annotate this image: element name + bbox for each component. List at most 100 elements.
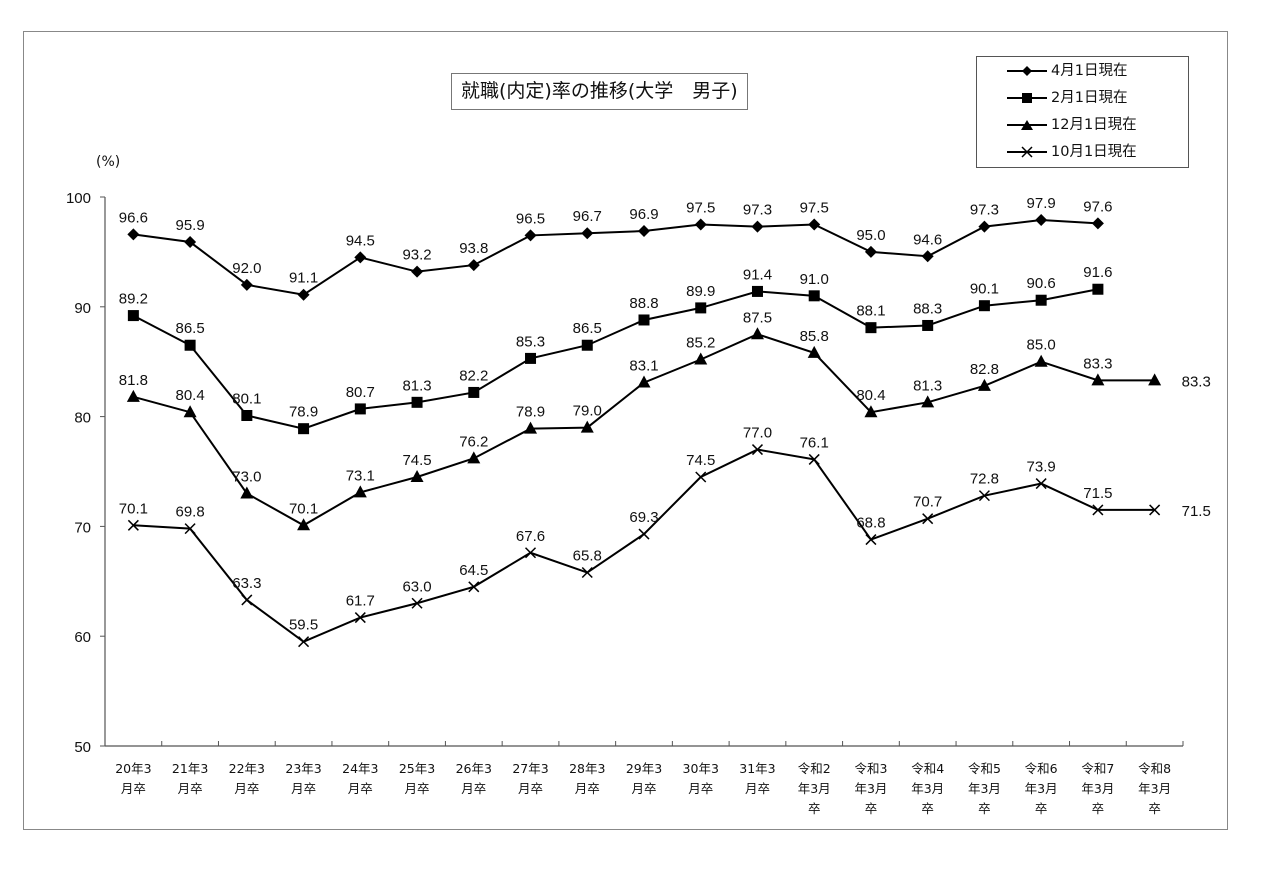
data-label: 95.9 xyxy=(176,217,205,234)
diamond-marker-icon xyxy=(524,229,537,242)
data-label: 97.5 xyxy=(800,199,829,216)
x-tick-label: 月卒 xyxy=(575,781,600,796)
data-label: 81.3 xyxy=(402,377,431,394)
diamond-marker-icon xyxy=(1007,66,1047,76)
x-tick-label: 卒 xyxy=(1092,801,1105,816)
x-tick-label: 月卒 xyxy=(405,781,430,796)
x-tick-label: 28年3 xyxy=(569,761,605,776)
series-3 xyxy=(127,444,1161,648)
axes: 50 60 70 80 90 100 20年3 月卒 21年3 月卒 22年3 月卒 23年3 月卒 24年… xyxy=(66,190,1184,816)
triangle-marker-icon xyxy=(183,405,197,418)
legend-item-feb1: 2月1日現在 xyxy=(1007,86,1127,110)
x-tick-label: 30年3 xyxy=(683,761,719,776)
triangle-marker-icon xyxy=(1091,373,1105,386)
diamond-marker-icon xyxy=(694,218,707,231)
triangle-marker-icon xyxy=(297,518,311,531)
x-tick-label: 年3月 xyxy=(1081,781,1114,796)
square-marker-icon xyxy=(922,319,934,331)
x-tick-label: 月卒 xyxy=(121,781,146,796)
diamond-marker-icon xyxy=(751,220,764,233)
x-tick-label: 年3月 xyxy=(1025,781,1058,796)
data-label: 78.9 xyxy=(516,404,545,421)
data-label: 85.8 xyxy=(800,328,829,345)
x-tick-label: 22年3 xyxy=(229,761,265,776)
x-tick-label: 令和5 xyxy=(968,761,1001,776)
data-label: 93.8 xyxy=(459,240,488,257)
square-marker-icon xyxy=(468,386,480,398)
y-tick-label: 80 xyxy=(74,410,91,427)
data-label: 63.3 xyxy=(232,575,261,592)
legend-item-apr1: 4月1日現在 xyxy=(1007,59,1127,83)
triangle-marker-icon xyxy=(807,345,821,358)
x-tick-label: 20年3 xyxy=(115,761,151,776)
data-label: 70.7 xyxy=(913,494,942,511)
square-marker-icon xyxy=(354,403,366,415)
data-label: 97.9 xyxy=(1027,195,1056,212)
data-label: 92.0 xyxy=(232,260,261,277)
triangle-marker-icon xyxy=(410,469,424,482)
x-tick-label: 年3月 xyxy=(911,781,944,796)
data-label: 91.4 xyxy=(743,266,772,283)
x-tick-label: 卒 xyxy=(1148,801,1161,816)
series-lines xyxy=(126,214,1162,648)
series-2 xyxy=(126,327,1162,531)
x-tick-label: 21年3 xyxy=(172,761,208,776)
square-marker-icon xyxy=(1007,93,1047,103)
x-tick-label: 令和3 xyxy=(854,761,887,776)
data-label: 65.8 xyxy=(573,548,602,565)
x-tick-label: 月卒 xyxy=(178,781,203,796)
data-label: 88.3 xyxy=(913,300,942,317)
data-label: 69.3 xyxy=(629,509,658,526)
x-tick-label: 31年3 xyxy=(739,761,775,776)
x-tick-label: 25年3 xyxy=(399,761,435,776)
data-label: 83.3 xyxy=(1182,373,1211,390)
data-label: 91.1 xyxy=(289,270,318,287)
diamond-marker-icon xyxy=(638,225,650,238)
triangle-marker-icon xyxy=(580,420,594,433)
triangle-marker-icon xyxy=(921,395,935,408)
triangle-marker-icon xyxy=(1034,354,1048,367)
x-marker-icon xyxy=(1007,146,1047,158)
data-label: 80.4 xyxy=(856,387,885,404)
data-label: 70.1 xyxy=(289,500,318,517)
square-marker-icon xyxy=(865,322,877,334)
square-marker-icon xyxy=(525,352,537,364)
data-label: 91.0 xyxy=(800,271,829,288)
x-tick-label: 卒 xyxy=(808,801,821,816)
data-label: 80.4 xyxy=(176,387,205,404)
data-label: 91.6 xyxy=(1083,264,1112,281)
diamond-marker-icon xyxy=(411,265,424,278)
data-label: 81.3 xyxy=(913,377,942,394)
x-tick-label: 月卒 xyxy=(688,781,713,796)
x-tick-label: 月卒 xyxy=(234,781,259,796)
x-tick-label: 年3月 xyxy=(798,781,831,796)
data-label: 71.5 xyxy=(1182,503,1211,520)
triangle-marker-icon xyxy=(637,375,651,388)
data-label: 96.9 xyxy=(629,206,658,223)
x-tick-label: 卒 xyxy=(865,801,878,816)
square-marker-icon xyxy=(808,290,820,302)
data-label: 85.0 xyxy=(1027,337,1056,354)
data-label: 59.5 xyxy=(289,617,318,634)
data-label: 73.9 xyxy=(1027,459,1056,476)
data-label: 93.2 xyxy=(402,247,431,264)
y-tick-label: 50 xyxy=(74,739,91,756)
data-labels: 96.6 95.9 92.0 91.1 94.5 93.2 93.8 96.5 96.7 96.9… xyxy=(119,195,1211,634)
data-label: 96.7 xyxy=(573,208,602,225)
data-label: 69.8 xyxy=(176,504,205,521)
square-marker-icon xyxy=(695,302,707,314)
triangle-marker-icon xyxy=(864,405,878,418)
diamond-marker-icon xyxy=(354,251,367,264)
triangle-marker-icon xyxy=(353,485,367,498)
square-marker-icon xyxy=(638,314,650,326)
diamond-marker-icon xyxy=(467,259,480,272)
square-marker-icon xyxy=(751,285,763,297)
legend-item-dec1: 12月1日現在 xyxy=(1007,113,1137,137)
data-label: 83.3 xyxy=(1083,355,1112,372)
data-label: 73.0 xyxy=(232,468,261,485)
data-label: 95.0 xyxy=(856,227,885,244)
x-tick-label: 年3月 xyxy=(854,781,887,796)
data-label: 82.2 xyxy=(459,367,488,384)
diamond-marker-icon xyxy=(1035,214,1048,227)
